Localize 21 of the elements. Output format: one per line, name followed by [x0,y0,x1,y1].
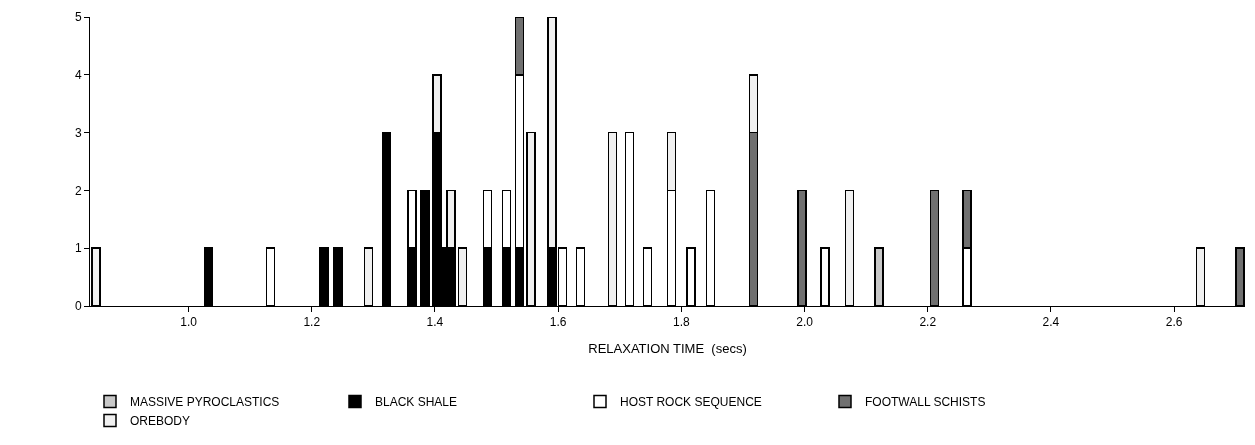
legend-label: OREBODY [130,414,191,429]
y-tick-label: 0 [74,299,82,314]
x-tick-label: 1.2 [303,315,321,330]
x-tick-label: 2.0 [796,315,814,330]
legend-label: MASSIVE PYROCLASTICS [130,395,280,410]
y-tick-label: 5 [74,10,82,25]
x-tick-label: 2.4 [1042,315,1060,330]
x-axis-title: RELAXATION TIME (secs) [588,341,747,356]
x-tick-label: 1.8 [673,315,691,330]
x-tick-label: 1.4 [426,315,444,330]
y-tick-label: 4 [74,68,82,82]
x-tick-label: 1.0 [180,315,198,330]
y-tick-label: 1 [74,241,82,256]
legend-label: FOOTWALL SCHISTS [865,395,986,410]
y-tick-label: 2 [74,183,82,198]
x-tick-label: 2.6 [1165,315,1183,330]
legend-label: BLACK SHALE [375,395,458,410]
x-tick-label: 2.2 [919,315,937,330]
legend-label: HOST ROCK SEQUENCE [620,395,762,410]
x-tick-label: 1.6 [549,315,567,330]
y-tick-label: 3 [74,125,82,140]
